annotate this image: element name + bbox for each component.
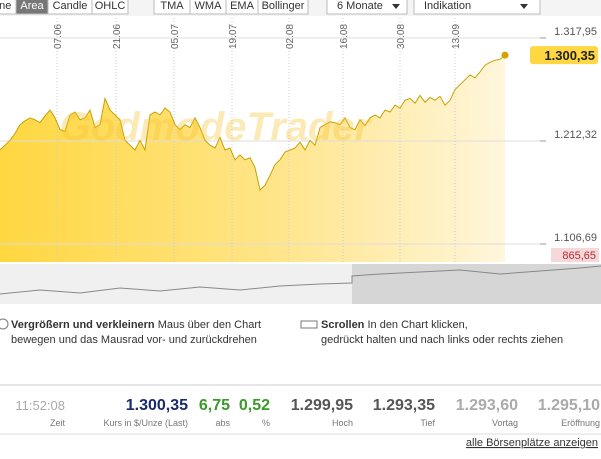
chart-type-button[interactable] <box>91 0 129 15</box>
chart-type-label: Candle <box>53 0 88 12</box>
last-value-label: 1.300,35 <box>544 48 595 63</box>
scroll-text-2: gedrückt halten und nach links oder rech… <box>321 334 563 346</box>
y-tick-label: 1.106,69 <box>554 232 597 244</box>
last-point <box>501 51 509 59</box>
x-tick-label: 16.08 <box>339 24 350 49</box>
quote-value: 1.293,35 <box>373 397 435 414</box>
x-tick-label: 13.09 <box>451 24 462 49</box>
period-dropdown[interactable]: 6 Monate <box>326 0 408 15</box>
period: 6 Monate <box>337 0 383 12</box>
indicator-label: EMA <box>230 0 255 12</box>
quote-value: 1.299,95 <box>291 397 353 414</box>
scroll-icon <box>300 320 318 329</box>
watermark: GodmodeTrader <box>60 105 373 149</box>
mode-dropdown[interactable]: Indikation <box>413 0 541 15</box>
zoom-text: Maus über den Chart <box>158 319 261 331</box>
quote-value: 6,75 <box>199 397 230 414</box>
quote-row: 11:52:08 Zeit 1.300,35 Kurs in $/Unze (Last… <box>15 397 600 428</box>
zoom-help: Vergrößern und verkleinern Maus über den… <box>11 319 261 331</box>
navigator-badge <box>551 248 599 262</box>
area <box>0 55 505 262</box>
quote-value: 1.293,60 <box>456 397 518 414</box>
quote-value: 0,52 <box>239 397 270 414</box>
quote-label: Eröffnung <box>561 418 600 428</box>
quote-label: Vortag <box>492 418 518 428</box>
scroll-title: Scrollen <box>321 319 365 331</box>
scroll-help: Scrollen In den Chart klicken, <box>321 319 468 331</box>
indicator-button[interactable] <box>257 0 309 15</box>
indicator-label: TMA <box>160 0 184 12</box>
zoom-title: Vergrößern und verkleinern <box>11 319 155 331</box>
mode: Indikation <box>424 0 471 12</box>
quote-label: Kurs in $/Unze (Last) <box>103 418 188 428</box>
navigator-window[interactable] <box>352 264 601 304</box>
quote-value: 11:52:08 <box>15 398 65 413</box>
quote-label: % <box>262 418 270 428</box>
chart-type-label: ine <box>0 0 11 12</box>
x-tick-label: 05.07 <box>170 24 181 49</box>
indicator-label: Bollinger <box>262 0 305 12</box>
all-exchanges-link[interactable]: alle Börsenplätze anzeigen <box>466 437 598 449</box>
y-tick-label: 1.317,95 <box>554 26 597 38</box>
quote-label: Tief <box>420 418 435 428</box>
chart-type-label: OHLC <box>95 0 126 12</box>
last-value-badge <box>530 46 598 65</box>
indicator-label: WMA <box>195 0 223 12</box>
x-tick-label: 07.06 <box>53 24 64 49</box>
navigator-label: 865,65 <box>562 250 596 262</box>
chart-type-label: Area <box>20 0 44 12</box>
x-tick-label: 19.07 <box>228 24 239 49</box>
quote-value: 1.295,10 <box>538 397 600 414</box>
plot: 1.317,95 1.212,32 1.106,69 07.06 21.06 05.07 1… <box>0 18 598 262</box>
zoom-icon <box>0 318 9 330</box>
toolbar-buttons: ine Area Candle OHLC TMA WMA EMA Bollinger <box>0 0 309 15</box>
zoom-text-2: bewegen und das Mausrad vor- und zurückd… <box>11 334 257 346</box>
x-tick-label: 02.08 <box>285 24 296 49</box>
quote-label: abs <box>215 418 230 428</box>
quote-value: 1.300,35 <box>126 397 188 414</box>
line <box>0 54 506 191</box>
scroll-text: In den Chart klicken, <box>367 319 467 331</box>
y-tick-label: 1.212,32 <box>554 129 597 141</box>
quote-label: Zeit <box>50 418 66 428</box>
x-tick-label: 21.06 <box>112 24 123 49</box>
quote-label: Hoch <box>332 418 353 428</box>
navigator-line <box>0 265 601 295</box>
x-tick-label: 30.08 <box>396 24 407 49</box>
